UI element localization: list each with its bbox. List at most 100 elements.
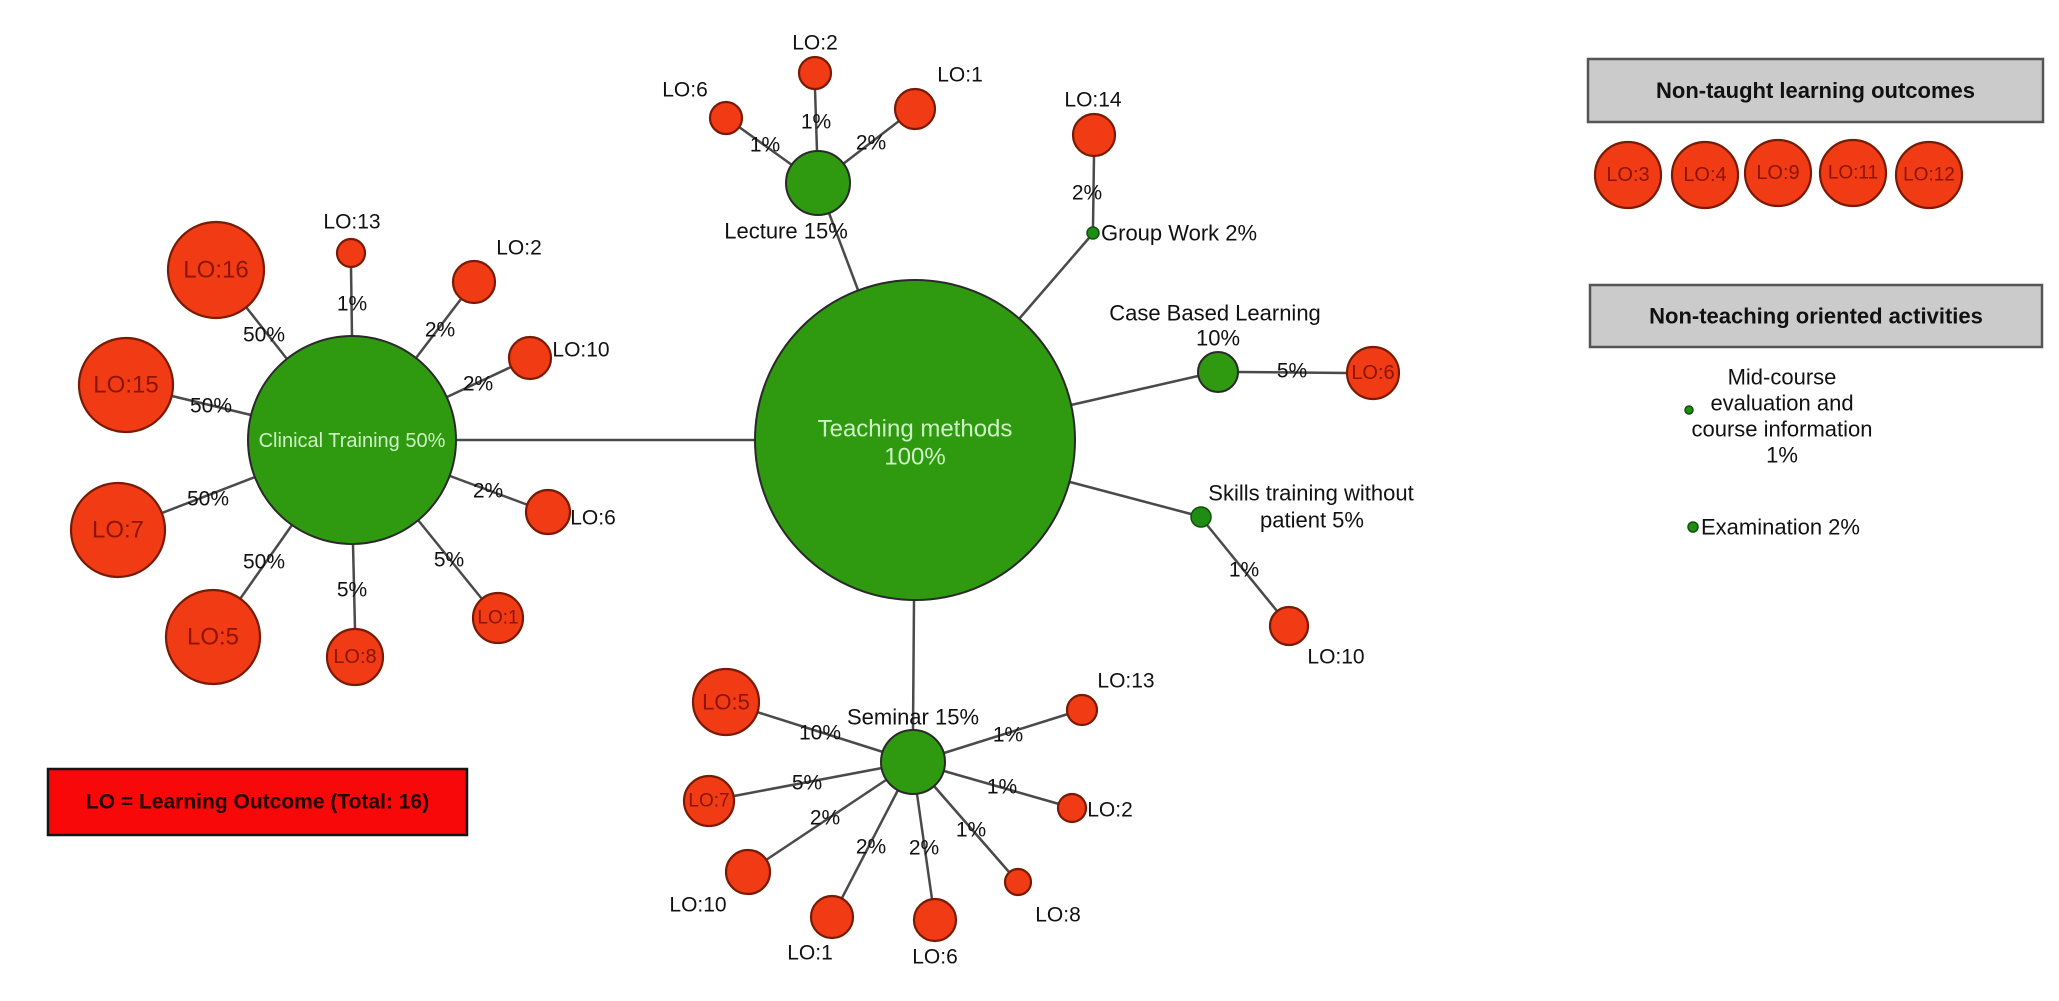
node-label-clinical-lo7: LO:7 [92, 517, 144, 544]
edge-label-clinical-lo16: 50% [243, 324, 285, 347]
edge-seminar-lo13 [943, 712, 1069, 755]
node-nontaught-lo12 [1894, 140, 1964, 210]
clinical-training-label: Clinical Training 50% [259, 430, 446, 452]
edge-seminar-lo10 [765, 778, 887, 862]
edge-clinical-lo2 [415, 298, 462, 359]
node-label-seminar-lo5: LO:5 [702, 690, 750, 715]
lecture-lo1-label: LO:1 [937, 64, 983, 87]
skills-label-line1: Skills training without [1208, 481, 1413, 506]
edge-clinical-lo16 [245, 306, 288, 360]
node-label-nontaught-lo12: LO:12 [1903, 165, 1955, 186]
edge-seminar-lo6 [915, 793, 934, 900]
edge-casebased-lo6 [1237, 370, 1348, 375]
clinical-lo6-label: LO:6 [570, 507, 616, 530]
edge-clinical-lo5 [238, 524, 294, 600]
node-seminar-lo8 [1003, 867, 1033, 897]
edge-label-casebased-lo6: 5% [1277, 360, 1307, 383]
edge-seminar-lo7 [733, 766, 883, 798]
edge-seminar-lo2 [943, 769, 1060, 806]
edge-groupwork-lo14 [1091, 155, 1096, 228]
node-clinical-lo15 [77, 336, 175, 434]
edge-clinical-lo10 [446, 365, 512, 399]
edge-lecture-lo1 [842, 120, 900, 165]
edge-label-lecture-lo6: 1% [750, 134, 780, 157]
node-midcourse-dot [1684, 405, 1694, 415]
groupwork-lo14-label: LO:14 [1064, 89, 1122, 112]
edge-lecture-lo6 [738, 125, 793, 167]
edge-label-clinical-lo2: 2% [425, 319, 455, 342]
seminar-lo13-label: LO:13 [1097, 670, 1154, 693]
seminar-lo1-label: LO:1 [787, 942, 833, 965]
edge-teaching-seminar [911, 599, 916, 731]
node-label-clinical-lo1: LO:1 [477, 608, 518, 629]
edge-clinical-lo6 [449, 474, 529, 507]
skills-lo10-label: LO:10 [1307, 646, 1364, 669]
node-groupwork-lo14 [1071, 112, 1117, 158]
edge-label-clinical-lo6: 2% [473, 480, 503, 503]
midcourse-label-line2: evaluation and [1710, 391, 1853, 416]
node-clinical-lo2 [451, 259, 497, 305]
node-clinical-lo1 [471, 591, 525, 645]
midcourse-label-line4: 1% [1766, 443, 1798, 468]
edge-label-seminar-lo6: 2% [909, 837, 939, 860]
case-based-label-line1: Case Based Learning [1109, 301, 1321, 326]
node-nontaught-lo11 [1818, 138, 1888, 208]
midcourse-label-line1: Mid-course [1728, 365, 1837, 390]
node-lecture-lo2 [797, 55, 833, 91]
examination-label: Examination 2% [1701, 515, 1860, 540]
edge-label-seminar-lo10: 2% [810, 807, 840, 830]
edge-teaching-lecture [827, 212, 860, 291]
node-clinical-lo6 [524, 488, 572, 536]
node-clinical-lo13 [335, 237, 367, 269]
edge-label-seminar-lo7: 5% [792, 772, 822, 795]
node-group-work [1086, 226, 1100, 240]
node-seminar [880, 729, 946, 795]
lecture-lo6-label: LO:6 [662, 79, 708, 102]
node-label-nontaught-lo11: LO:11 [1828, 163, 1878, 184]
edge-clinical-lo13 [349, 266, 354, 337]
node-label-nontaught-lo9: LO:9 [1756, 162, 1799, 184]
node-clinical-lo5 [164, 588, 262, 686]
node-label-clinical-lo8: LO:8 [333, 646, 376, 668]
edge-teaching-groupwork [1018, 237, 1090, 320]
edge-label-seminar-lo13: 1% [993, 724, 1023, 747]
case-based-label-line2: 10% [1196, 326, 1240, 351]
edge-skills-lo10 [1206, 524, 1278, 612]
node-clinical-lo8 [325, 627, 385, 687]
node-lecture-lo1 [893, 87, 937, 131]
edge-label-seminar-lo2: 1% [987, 776, 1017, 799]
seminar-lo2-label: LO:2 [1087, 799, 1133, 822]
clinical-lo10-label: LO:10 [552, 339, 609, 362]
midcourse-label-line3: course information [1692, 417, 1873, 442]
edge-label-clinical-lo10: 2% [463, 373, 493, 396]
edge-label-seminar-lo5: 10% [799, 722, 841, 745]
node-nontaught-lo4 [1670, 140, 1740, 210]
edge-label-lecture-lo2: 1% [801, 111, 831, 134]
node-label-nontaught-lo4: LO:4 [1683, 164, 1726, 186]
node-label-casebased-lo6: LO:6 [1351, 362, 1394, 384]
edge-label-clinical-lo13: 1% [337, 293, 367, 316]
node-nontaught-lo9 [1743, 138, 1813, 208]
edge-clinical-lo15 [171, 394, 252, 417]
node-skills-lo10 [1268, 605, 1310, 647]
node-nontaught-lo3 [1593, 140, 1663, 210]
node-label-clinical-lo15: LO:15 [93, 372, 158, 399]
node-casebased-lo6 [1345, 345, 1401, 401]
teaching-methods-label-line1: Teaching methods [818, 416, 1013, 443]
edge-lecture-lo2 [813, 88, 819, 152]
panel-title-non-taught: Non-taught learning outcomes [1656, 78, 1975, 103]
node-examination-dot [1687, 521, 1699, 533]
node-clinical-lo16 [166, 220, 266, 320]
node-label-clinical-lo16: LO:16 [183, 257, 248, 284]
panel-box-non-teaching [1588, 283, 2044, 349]
seminar-lo10-label: LO:10 [669, 894, 726, 917]
node-label-nontaught-lo3: LO:3 [1606, 164, 1649, 186]
lecture-lo2-label: LO:2 [792, 32, 838, 55]
panel-box-non-taught [1586, 57, 2045, 124]
edge-label-groupwork-lo14: 2% [1072, 182, 1102, 205]
clinical-lo13-label: LO:13 [323, 211, 380, 234]
node-lecture-lo6 [708, 100, 744, 136]
node-seminar-lo13 [1065, 693, 1099, 727]
edge-label-clinical-lo7: 50% [187, 488, 229, 511]
node-seminar-lo2 [1056, 792, 1088, 824]
